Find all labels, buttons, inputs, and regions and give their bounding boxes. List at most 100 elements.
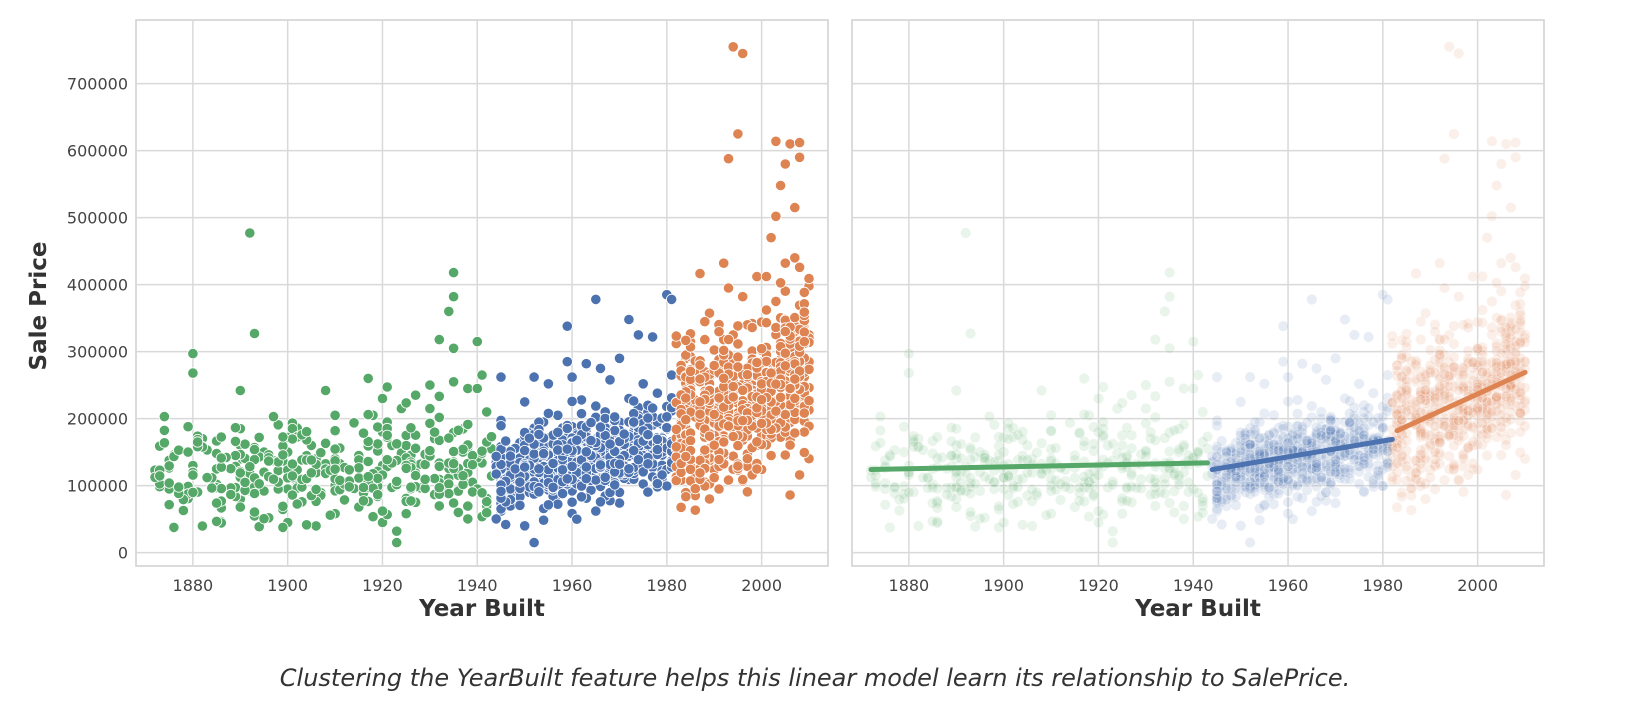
faded-scatter-point [969,478,981,490]
faded-scatter-point [1026,483,1038,495]
faded-scatter-point [1495,325,1507,338]
faded-scatter-point [1073,427,1086,439]
scatter-point [770,210,782,222]
scatter-point [400,439,412,452]
faded-scatter-point [1178,513,1190,525]
faded-scatter-point [917,471,929,484]
scatter-point [779,285,791,297]
scatter-point [751,463,763,475]
faded-scatter-point [1353,378,1365,390]
scatter-point [566,371,578,383]
scatter-point [798,326,810,338]
scatter-point [770,135,782,147]
scatter-point [542,378,555,390]
scatter-point [319,437,332,449]
faded-scatter-point [1220,450,1233,462]
faded-scatter-point [1415,333,1427,346]
faded-scatter-point [1510,151,1522,163]
faded-scatter-point [1514,286,1526,298]
scatter-point [466,486,479,498]
faded-scatter-point [1491,179,1503,192]
scatter-point [310,520,322,532]
scatter-point [661,480,673,492]
scatter-point [471,335,483,348]
scatter-point [495,485,507,497]
faded-scatter-point [1178,500,1190,512]
faded-scatter-point [1107,475,1119,487]
faded-scatter-point [1510,261,1522,273]
scatter-point [372,438,384,450]
faded-scatter-point [1434,372,1446,384]
faded-scatter-point [1315,471,1327,483]
scatter-point [760,304,773,316]
faded-scatter-point [931,452,943,464]
faded-scatter-point [1405,483,1417,495]
scatter-point [372,421,384,433]
faded-scatter-point [879,477,891,489]
faded-scatter-point [1164,291,1176,303]
scatter-point [713,453,725,466]
left-x-tick-label: 1960 [552,576,593,595]
scatter-point [737,384,749,396]
faded-scatter-point [1036,384,1048,397]
scatter-point [433,460,445,472]
faded-scatter-point [1495,360,1507,372]
scatter-point [694,267,706,280]
scatter-point [784,439,796,451]
faded-scatter-point [1273,487,1285,500]
scatter-point [400,508,412,520]
scatter-point [476,487,488,499]
scatter-point [680,450,692,463]
faded-scatter-point [1301,434,1313,447]
scatter-point [798,407,810,419]
left-y-tick-label: 0 [118,544,128,563]
faded-scatter-point [1495,347,1507,359]
faded-scatter-point [1178,418,1190,430]
faded-scatter-point [1453,384,1465,396]
scatter-point [803,272,815,285]
scatter-point [357,481,370,494]
faded-scatter-point [1481,449,1493,462]
scatter-point [765,367,777,379]
scatter-point [642,429,654,441]
scatter-point [447,497,460,509]
faded-scatter-point [1491,277,1503,289]
scatter-point [234,467,246,479]
faded-scatter-point [1291,394,1304,406]
faded-scatter-point [1339,313,1351,326]
faded-scatter-point [1429,483,1441,495]
faded-scatter-point [1348,329,1361,341]
scatter-point [741,369,754,381]
faded-scatter-point [1472,378,1484,390]
faded-scatter-point [1514,446,1526,459]
faded-scatter-point [1329,352,1342,364]
faded-scatter-point [1192,445,1204,457]
scatter-point [277,500,289,512]
faded-scatter-point [931,482,943,495]
scatter-point [779,408,791,421]
scatter-point [552,444,564,456]
faded-scatter-point [1486,135,1498,147]
faded-scatter-point [1078,408,1090,421]
scatter-point [770,295,782,307]
faded-scatter-point [1448,128,1460,140]
scatter-point [357,427,370,439]
scatter-point [793,261,806,273]
scatter-point [699,316,711,328]
scatter-point [708,439,720,451]
scatter-point [424,445,436,457]
scatter-point [552,426,564,438]
left-y-tick-label: 100000 [67,477,128,496]
scatter-point [642,458,654,470]
scatter-point [571,513,583,525]
scatter-point [628,395,640,407]
scatter-point [784,382,796,395]
scatter-point [575,491,588,503]
scatter-point [779,449,791,461]
faded-scatter-point [1467,436,1479,448]
scatter-point [391,475,403,487]
scatter-point [803,363,815,375]
scatter-point [443,487,455,500]
scatter-point [684,435,697,447]
faded-scatter-point [1424,439,1436,451]
